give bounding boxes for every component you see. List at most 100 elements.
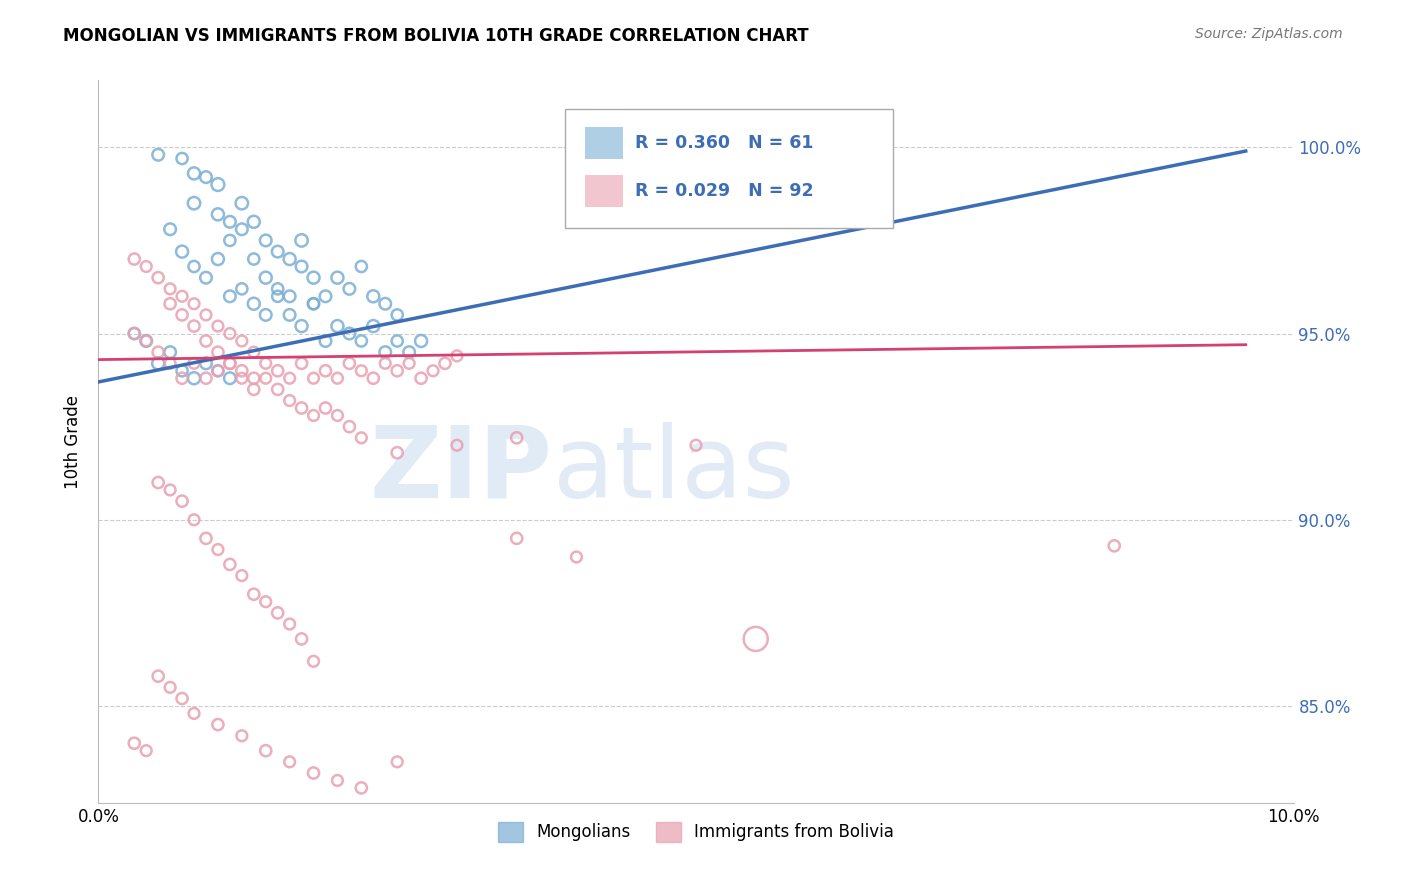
Bar	[585, 175, 623, 207]
Point	[398, 356, 420, 370]
Point	[124, 326, 146, 341]
Point	[385, 334, 409, 348]
Point	[302, 409, 325, 423]
Point	[446, 438, 468, 452]
Point	[278, 755, 301, 769]
Point	[291, 632, 314, 646]
Point	[243, 345, 266, 359]
Point	[148, 148, 170, 162]
Point	[219, 215, 242, 229]
FancyBboxPatch shape	[565, 109, 893, 228]
Point	[254, 744, 277, 758]
Point	[148, 345, 170, 359]
Point	[385, 446, 409, 460]
Point	[339, 356, 361, 370]
Point	[195, 356, 218, 370]
Point	[148, 270, 170, 285]
Point	[172, 364, 194, 378]
Text: R = 0.029   N = 92: R = 0.029 N = 92	[636, 182, 814, 200]
Point	[183, 371, 205, 385]
Point	[398, 345, 420, 359]
Point	[291, 319, 314, 334]
Point	[124, 736, 146, 750]
Point	[506, 431, 529, 445]
Point	[195, 371, 218, 385]
Point	[685, 438, 707, 452]
Point	[159, 282, 181, 296]
Point	[219, 356, 242, 370]
Point	[291, 356, 314, 370]
Point	[231, 282, 253, 296]
Point	[350, 364, 373, 378]
Point	[302, 766, 325, 780]
Point	[278, 371, 301, 385]
Point	[350, 334, 373, 348]
Point	[291, 401, 314, 415]
Text: MONGOLIAN VS IMMIGRANTS FROM BOLIVIA 10TH GRADE CORRELATION CHART: MONGOLIAN VS IMMIGRANTS FROM BOLIVIA 10T…	[63, 27, 808, 45]
Text: ZIP: ZIP	[370, 422, 553, 519]
Point	[183, 297, 205, 311]
Point	[183, 319, 205, 334]
Point	[1104, 539, 1126, 553]
Point	[326, 371, 349, 385]
Y-axis label: 10th Grade: 10th Grade	[65, 394, 83, 489]
Point	[172, 152, 194, 166]
Point	[195, 308, 218, 322]
Point	[195, 170, 218, 185]
Point	[254, 308, 277, 322]
Point	[267, 364, 290, 378]
Point	[183, 356, 205, 370]
Point	[267, 244, 290, 259]
Point	[326, 409, 349, 423]
Legend: Mongolians, Immigrants from Bolivia: Mongolians, Immigrants from Bolivia	[492, 815, 900, 848]
Point	[207, 542, 229, 557]
Point	[434, 356, 457, 370]
Point	[172, 371, 194, 385]
Point	[315, 364, 337, 378]
Point	[219, 234, 242, 248]
Point	[326, 270, 349, 285]
Point	[231, 729, 253, 743]
Point	[207, 178, 229, 192]
Point	[231, 371, 253, 385]
Point	[278, 393, 301, 408]
Point	[231, 364, 253, 378]
Point	[183, 166, 205, 180]
Point	[219, 326, 242, 341]
Point	[172, 494, 194, 508]
Point	[411, 371, 433, 385]
Point	[183, 706, 205, 721]
Point	[159, 222, 181, 236]
Point	[183, 196, 205, 211]
Point	[267, 282, 290, 296]
Point	[254, 270, 277, 285]
Point	[267, 606, 290, 620]
Point	[315, 334, 337, 348]
Point	[363, 289, 385, 303]
Point	[374, 297, 396, 311]
Point	[159, 483, 181, 497]
Point	[565, 549, 588, 564]
Point	[326, 773, 349, 788]
Point	[267, 383, 290, 397]
Point	[363, 319, 385, 334]
Point	[254, 234, 277, 248]
Point	[207, 207, 229, 221]
Point	[207, 364, 229, 378]
Point	[302, 297, 325, 311]
Point	[385, 755, 409, 769]
Point	[326, 319, 349, 334]
Point	[135, 334, 157, 348]
Point	[291, 234, 314, 248]
Point	[172, 691, 194, 706]
Point	[278, 252, 301, 266]
Point	[254, 356, 277, 370]
Point	[243, 252, 266, 266]
Point	[278, 308, 301, 322]
Text: R = 0.360   N = 61: R = 0.360 N = 61	[636, 134, 814, 153]
Point	[339, 326, 361, 341]
Point	[385, 364, 409, 378]
Point	[207, 364, 229, 378]
Bar	[585, 128, 623, 159]
Point	[159, 681, 181, 695]
